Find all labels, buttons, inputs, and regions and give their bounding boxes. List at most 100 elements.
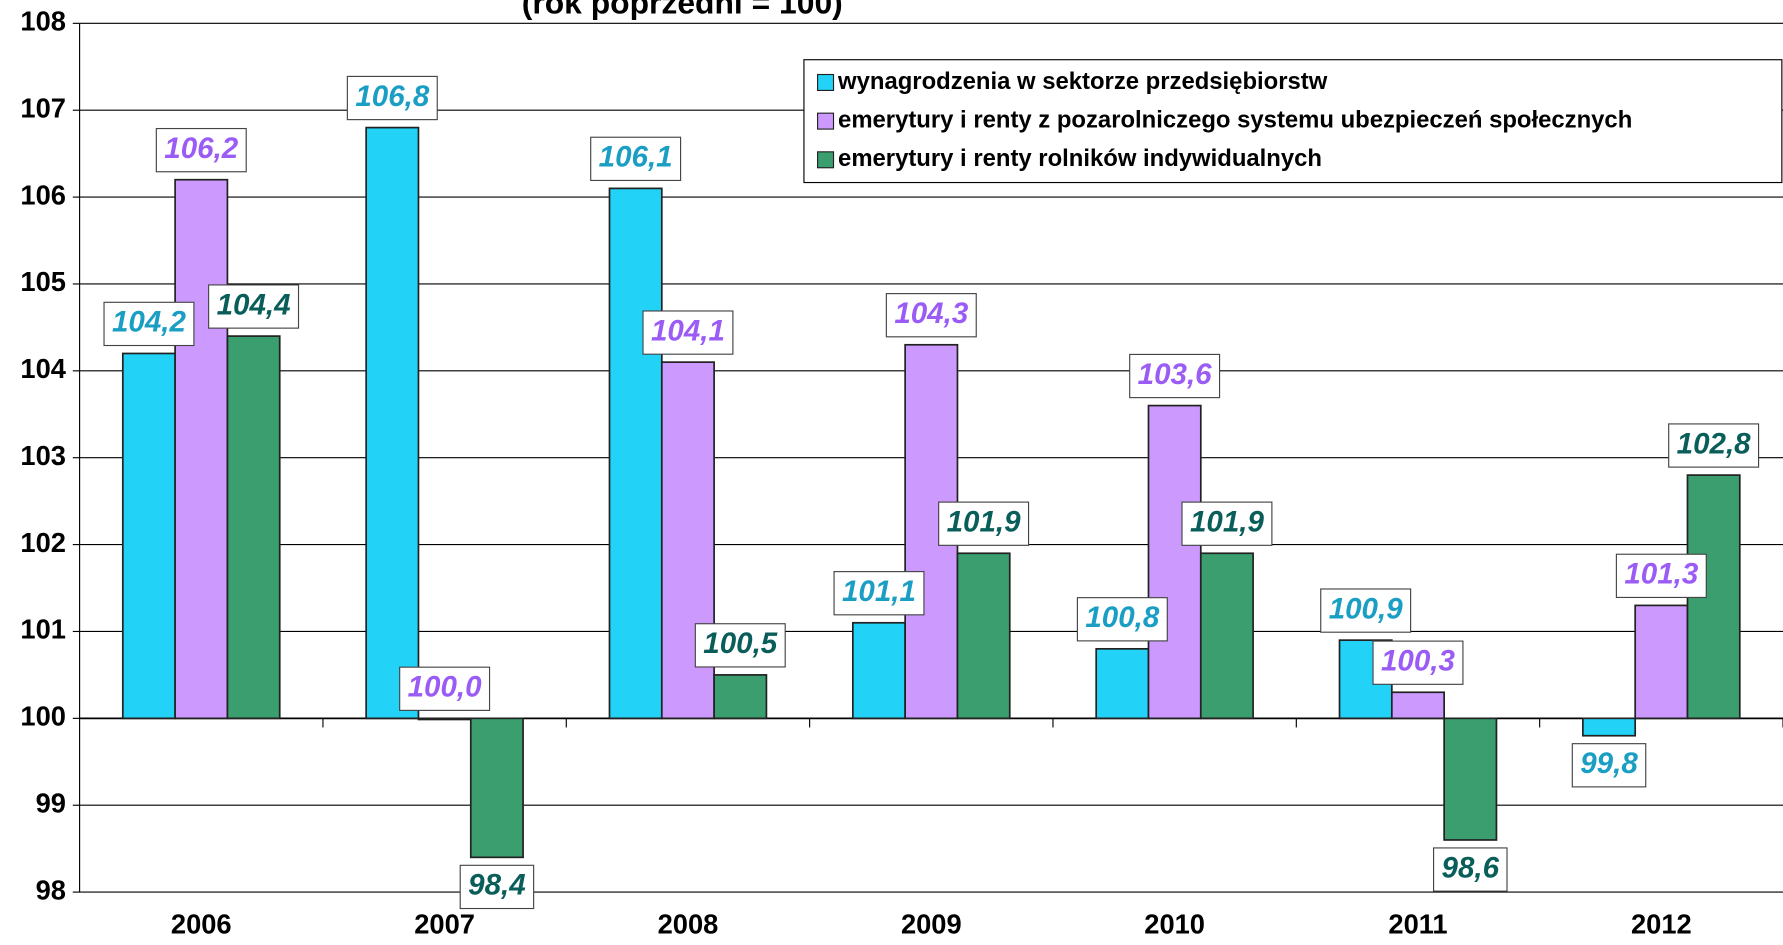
value-label: 104,2: [103, 301, 195, 347]
bar: [226, 335, 281, 720]
bar: [851, 621, 906, 720]
value-label: 100,8: [1076, 597, 1168, 642]
y-tick-label: 107: [20, 92, 66, 123]
value-label: 106,1: [590, 136, 682, 182]
value-label-text: 102,8: [1677, 427, 1752, 460]
value-label-text: 101,1: [842, 575, 916, 608]
value-label-box: [1320, 588, 1412, 633]
value-label-text: 101,9: [1190, 506, 1265, 539]
x-tick-label: 2009: [901, 908, 962, 939]
bar: [1147, 404, 1202, 720]
y-tick-label: 108: [20, 6, 66, 37]
bar: [174, 178, 229, 720]
legend-swatch: [817, 151, 835, 169]
value-label: 104,4: [208, 284, 300, 329]
bar: [1634, 604, 1689, 720]
bar: [1443, 717, 1498, 841]
value-label-text: 100,8: [1085, 601, 1160, 634]
y-tick-label: 98: [36, 874, 66, 905]
value-label: 98,4: [459, 864, 535, 910]
value-label-text: 104,4: [217, 288, 291, 321]
value-label-text: 106,2: [164, 132, 239, 165]
value-label-box: [399, 666, 491, 711]
value-label-box: [694, 623, 786, 668]
value-label: 101,3: [1615, 553, 1707, 599]
y-tick-label: 104: [20, 353, 66, 384]
chart-title: (rok poprzedni = 100): [522, 0, 843, 21]
value-label: 101,1: [833, 571, 925, 616]
value-label-box: [1181, 501, 1273, 546]
value-label: 103,6: [1129, 353, 1221, 399]
value-label-text: 100,5: [703, 627, 778, 660]
bar: [1199, 552, 1254, 720]
value-label-box: [590, 136, 682, 182]
bar: [365, 126, 420, 720]
value-label: 98,6: [1433, 847, 1508, 892]
bar: [121, 352, 176, 720]
value-label-box: [642, 310, 734, 355]
y-tick-label: 99: [36, 787, 66, 818]
value-label-text: 100,3: [1381, 645, 1456, 678]
value-label-text: 98,4: [468, 869, 526, 902]
value-label-text: 104,3: [894, 297, 969, 330]
value-label: 104,3: [885, 293, 977, 338]
value-label: 100,0: [399, 666, 491, 711]
value-label-box: [1433, 847, 1508, 892]
legend-swatch: [817, 73, 835, 91]
bar: [469, 717, 524, 859]
bar: [417, 717, 472, 721]
value-label: 100,3: [1372, 640, 1464, 685]
legend-label: emerytury i renty rolników indywidualnyc…: [838, 145, 1322, 172]
value-label: 101,9: [938, 501, 1030, 546]
value-label-box: [208, 284, 300, 329]
value-label-text: 100,9: [1329, 592, 1404, 625]
value-label-text: 101,3: [1624, 558, 1699, 591]
value-label-box: [1372, 640, 1464, 685]
value-label-box: [459, 864, 535, 910]
value-label: 104,1: [642, 310, 734, 355]
value-label-text: 104,1: [651, 314, 725, 347]
value-label-box: [155, 127, 247, 173]
value-label-text: 99,8: [1580, 747, 1638, 780]
x-tick-label: 2011: [1388, 908, 1447, 939]
value-label: 102,8: [1668, 423, 1760, 468]
x-tick-label: 2012: [1631, 908, 1692, 939]
bar: [608, 187, 663, 720]
legend-label: emerytury i renty z pozarolniczego syste…: [838, 106, 1632, 133]
legend-label: wynagrodzenia w sektorze przedsiębiorstw: [837, 68, 1328, 95]
value-label-box: [346, 75, 438, 121]
x-tick-label: 2010: [1144, 908, 1205, 939]
bar: [1095, 647, 1150, 720]
value-label-text: 106,1: [599, 141, 673, 174]
value-label-box: [1076, 597, 1168, 642]
legend-box: [803, 59, 1783, 184]
value-label-box: [1668, 423, 1760, 468]
value-label-box: [938, 501, 1030, 546]
y-tick-label: 100: [20, 701, 66, 732]
value-label-box: [833, 571, 925, 616]
y-tick-label: 102: [20, 527, 66, 558]
value-label-text: 104,2: [112, 306, 187, 339]
value-label-box: [885, 293, 977, 338]
value-label: 99,8: [1571, 743, 1647, 788]
value-label: 106,8: [346, 75, 438, 121]
value-label-text: 106,8: [355, 80, 430, 113]
x-tick-label: 2008: [658, 908, 719, 939]
value-label: 100,5: [694, 623, 786, 668]
value-label-box: [1129, 353, 1221, 399]
value-label: 101,9: [1181, 501, 1273, 546]
bar: [1390, 691, 1445, 720]
y-tick-label: 106: [20, 179, 66, 210]
legend: wynagrodzenia w sektorze przedsiębiorstw…: [803, 59, 1783, 184]
value-label-text: 103,6: [1138, 358, 1213, 391]
y-tick-label: 105: [20, 266, 66, 297]
value-label-box: [1571, 743, 1647, 788]
value-label: 106,2: [155, 127, 247, 173]
value-label-text: 100,0: [408, 671, 483, 704]
y-tick-label: 101: [20, 614, 66, 645]
value-label-box: [1615, 553, 1707, 599]
x-tick-label: 2006: [171, 908, 232, 939]
y-tick-label: 103: [20, 440, 66, 471]
